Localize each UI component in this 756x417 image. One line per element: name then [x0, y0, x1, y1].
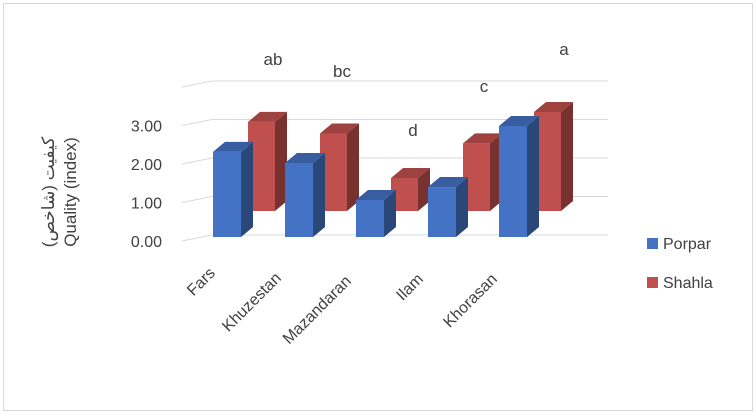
bar-top-face	[356, 190, 396, 200]
x-tick-label: Khuzestan	[219, 270, 284, 335]
bar-top-face	[391, 168, 430, 178]
bar-shahla-mazandaran	[391, 168, 430, 211]
legend-item-shahla: Shahla	[647, 275, 713, 292]
x-tick-label: Mazandaran	[280, 273, 355, 348]
y-axis-title-persian: کیفیت (شاخص)	[39, 136, 59, 247]
bar-front-face	[428, 187, 456, 237]
bar-shahla-khorasan	[534, 102, 573, 211]
y-tick-label: 1.00	[131, 196, 162, 213]
bar-shahla-ilam	[463, 133, 502, 211]
bar-porpar-ilam	[428, 177, 468, 237]
bar-top-face	[320, 123, 359, 134]
bar-porpar-fars	[213, 141, 253, 237]
significance-letter: a	[559, 40, 569, 59]
bar-top-face	[499, 116, 539, 126]
x-tick-label: Khorasan	[440, 271, 500, 331]
bar-top-face	[534, 102, 573, 112]
bar-side-face	[313, 153, 325, 237]
bar-porpar-khuzestan	[285, 153, 325, 237]
bar-top-face	[248, 111, 287, 122]
bar-front-face	[499, 126, 527, 237]
series-porpar	[213, 116, 539, 237]
legend-label: Porpar	[663, 236, 712, 253]
bar-front-face	[285, 163, 313, 237]
bar-side-face	[561, 102, 573, 211]
bar-front-face	[213, 151, 241, 237]
chart-area: 0.00 1.00 2.00 3.00 کیفیت (شاخص) Quality (i…	[3, 3, 753, 411]
legend-swatch	[647, 238, 658, 249]
legend-item-porpar: Porpar	[647, 236, 712, 253]
x-tick-label: Ilam	[393, 271, 426, 304]
y-tick-label: 0.00	[131, 234, 162, 251]
x-tick-label: Fars	[184, 265, 219, 300]
bar-top-face	[213, 141, 253, 152]
gridline-slant	[181, 119, 213, 126]
bar-side-face	[456, 177, 468, 237]
chart-svg: 0.00 1.00 2.00 3.00 کیفیت (شاخص) Quality (i…	[39, 40, 713, 348]
legend-label: Shahla	[663, 275, 713, 292]
significance-letter: d	[408, 121, 417, 140]
bar-side-face	[241, 141, 253, 237]
legend-swatch	[647, 277, 658, 288]
bar-side-face	[527, 116, 539, 237]
gridline-slant	[181, 80, 213, 88]
bar-porpar-mazandaran	[356, 190, 396, 237]
significance-letter: bc	[333, 62, 351, 81]
legend: Porpar Shahla	[647, 236, 713, 292]
y-axis-ticks: 0.00 1.00 2.00 3.00	[131, 119, 162, 252]
significance-letter: c	[480, 77, 489, 96]
y-axis-title: کیفیت (شاخص) Quality (index)	[39, 136, 80, 247]
bar-top-face	[285, 153, 325, 163]
bar-top-face	[428, 177, 468, 188]
y-tick-label: 2.00	[131, 157, 162, 174]
bar-side-face	[347, 123, 359, 211]
bar-porpar-khorasan	[499, 116, 539, 237]
gridline-slant	[181, 234, 213, 242]
significance-letter: ab	[264, 50, 283, 69]
bar-shahla-fars	[248, 111, 287, 211]
significance-letters: ab bc d c a	[264, 40, 570, 140]
bar-side-face	[384, 190, 396, 237]
bar-shahla-khuzestan	[320, 123, 359, 211]
bar-front-face	[356, 200, 384, 237]
gridline-slant	[181, 196, 213, 203]
y-axis-title-english: Quality (index)	[61, 137, 80, 247]
bar-side-face	[275, 111, 287, 211]
gridline-slant	[181, 157, 213, 165]
bar-side-face	[418, 168, 430, 211]
y-tick-label: 3.00	[131, 119, 162, 136]
bar-top-face	[463, 133, 502, 144]
